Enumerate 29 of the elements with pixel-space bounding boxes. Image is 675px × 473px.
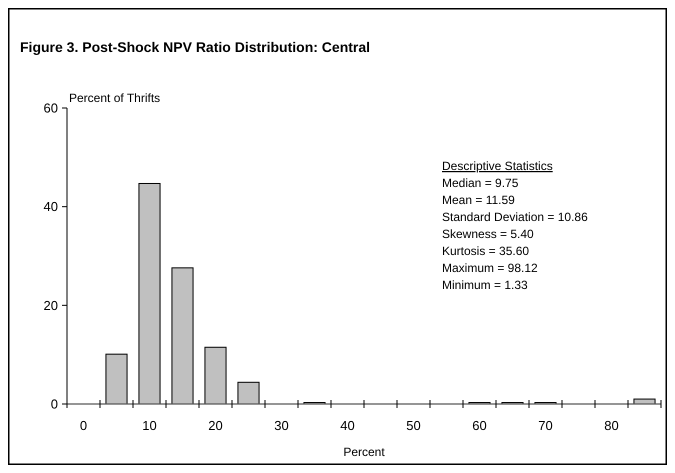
x-tick-label: 10 — [142, 418, 157, 433]
y-tick-label: 40 — [44, 199, 58, 214]
y-axis-title: Percent of Thrifts — [69, 91, 160, 105]
y-tick-label: 60 — [44, 100, 58, 116]
x-tick-label: 60 — [472, 418, 487, 433]
chart-title: Figure 3. Post-Shock NPV Ratio Distribution: Central — [20, 39, 370, 55]
x-tick-label: 30 — [274, 418, 289, 433]
bar — [237, 382, 260, 404]
x-tick-label: 80 — [604, 418, 619, 433]
annotation: Descriptive Statistics — [442, 159, 553, 173]
x-tick-label: 70 — [538, 418, 553, 433]
annotation: Skewness = 5.40 — [442, 227, 534, 241]
bar — [105, 354, 128, 404]
y-tick-label: 20 — [44, 298, 58, 313]
x-axis-title: Percent — [343, 445, 386, 459]
x-tick-label: 0 — [80, 418, 88, 433]
bar — [171, 267, 194, 404]
x-tick-label: 40 — [340, 418, 355, 433]
annotation: Maximum = 98.12 — [442, 261, 538, 275]
annotation: Kurtosis = 35.60 — [442, 244, 530, 258]
y-tick-label: 0 — [50, 396, 58, 412]
annotation: Standard Deviation = 10.86 — [442, 210, 588, 224]
annotation: Median = 9.75 — [442, 176, 519, 190]
x-tick-label: 20 — [208, 418, 223, 433]
annotation: Mean = 11.59 — [442, 193, 516, 207]
x-tick-label: 50 — [406, 418, 421, 433]
bar — [138, 182, 161, 404]
annotation: Minimum = 1.33 — [442, 278, 528, 292]
bar — [204, 346, 227, 404]
